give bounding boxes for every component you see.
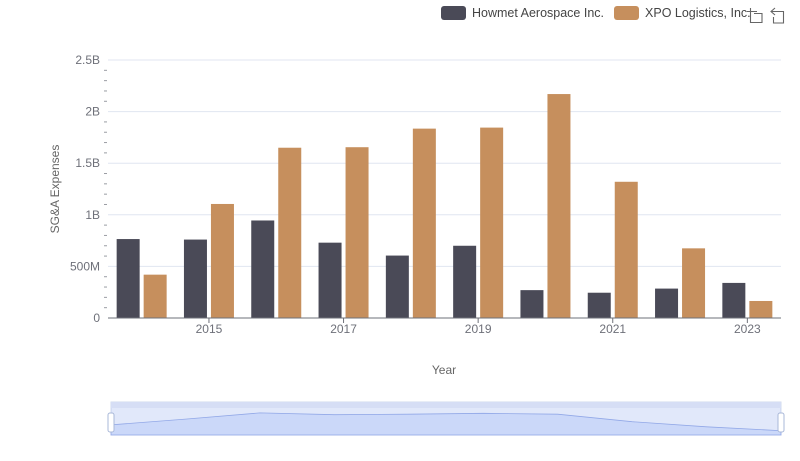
- y-tick-label: 1B: [85, 208, 100, 222]
- bar-howmet-2014[interactable]: [116, 239, 140, 318]
- legend-swatch-xpo: [614, 6, 640, 20]
- bar-xpo-2016[interactable]: [278, 147, 302, 318]
- bar-howmet-2020[interactable]: [520, 290, 544, 318]
- legend-swatch-howmet: [441, 6, 466, 20]
- y-minor-ticks: [104, 69, 107, 309]
- bar-xpo-2022[interactable]: [682, 248, 706, 318]
- y-tick-label: 1.5B: [75, 156, 100, 170]
- bar-howmet-2018[interactable]: [385, 255, 409, 318]
- bar-howmet-2015[interactable]: [183, 239, 207, 318]
- legend-item-howmet[interactable]: Howmet Aerospace Inc.: [441, 6, 604, 20]
- bar-howmet-2017[interactable]: [318, 242, 342, 318]
- legend-item-xpo[interactable]: XPO Logistics, Inc.: [614, 6, 751, 20]
- x-tick-label: 2023: [734, 322, 761, 336]
- bar-howmet-2016[interactable]: [251, 220, 275, 318]
- bar-xpo-2017[interactable]: [345, 147, 369, 318]
- bar-howmet-2023[interactable]: [722, 282, 746, 318]
- data-zoom-slider[interactable]: [107, 401, 785, 436]
- y-tick-label: 0: [93, 311, 100, 325]
- data-zoom-top-bar[interactable]: [111, 402, 781, 408]
- data-zoom-icon[interactable]: [746, 7, 763, 24]
- bar-xpo-2019[interactable]: [480, 127, 504, 318]
- bar-howmet-2019[interactable]: [453, 245, 477, 318]
- legend: Howmet Aerospace Inc. XPO Logistics, Inc…: [441, 4, 761, 22]
- bar-xpo-2021[interactable]: [614, 181, 638, 318]
- bar-howmet-2021[interactable]: [587, 292, 611, 318]
- y-axis-label: SG&A Expenses: [48, 145, 62, 234]
- data-zoom-handle-left[interactable]: [107, 412, 115, 433]
- legend-label-howmet: Howmet Aerospace Inc.: [472, 6, 605, 20]
- bar-xpo-2015[interactable]: [210, 203, 234, 318]
- x-axis-label: Year: [432, 363, 456, 377]
- data-zoom-handle-right[interactable]: [777, 412, 785, 433]
- bar-xpo-2018[interactable]: [412, 128, 436, 318]
- toolbox: [746, 7, 792, 24]
- y-axis-ticks: 0 500M 1B 1.5B 2B 2.5B: [70, 53, 100, 325]
- bar-howmet-2022[interactable]: [655, 288, 679, 318]
- x-axis-ticks: 2015 2017 2019 2021 2023: [196, 318, 761, 336]
- y-tick-label: 500M: [70, 259, 100, 273]
- bar-xpo-2014[interactable]: [143, 274, 167, 318]
- x-tick-label: 2021: [599, 322, 626, 336]
- y-tick-label: 2.5B: [75, 53, 100, 67]
- x-tick-label: 2017: [330, 322, 357, 336]
- bar-xpo-2023[interactable]: [749, 300, 773, 318]
- bars: [116, 94, 773, 318]
- x-tick-label: 2015: [196, 322, 223, 336]
- legend-label-xpo: XPO Logistics, Inc.: [645, 6, 751, 20]
- zoom-reset-icon[interactable]: [769, 7, 786, 24]
- grid-lines: [108, 59, 781, 267]
- x-tick-label: 2019: [465, 322, 492, 336]
- y-tick-label: 2B: [85, 105, 100, 119]
- bar-xpo-2020[interactable]: [547, 94, 571, 318]
